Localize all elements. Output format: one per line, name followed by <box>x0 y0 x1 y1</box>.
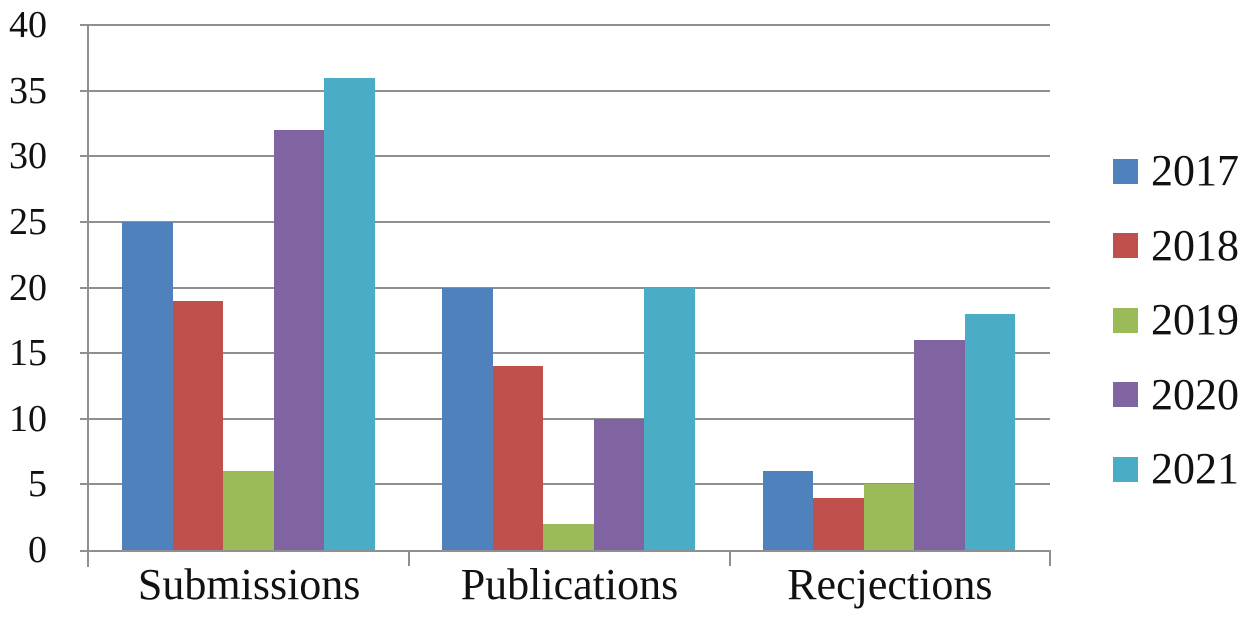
category-label-recjections: Recjections <box>787 560 993 609</box>
legend-label-2021: 2021 <box>1151 444 1239 493</box>
gridline-y-35 <box>80 89 1050 92</box>
bar-2021-submissions <box>324 77 375 550</box>
legend-label-2020: 2020 <box>1151 369 1239 419</box>
bar-2018-publications <box>492 366 544 550</box>
bar-2019-recjections <box>863 484 915 550</box>
category-label-publications: Publications <box>460 560 679 609</box>
y-tick-label-40: 40 <box>9 4 47 46</box>
y-tick-label-30: 30 <box>9 135 47 178</box>
bar-2020-recjections <box>914 340 965 550</box>
legend-item-2019: 2019 <box>1113 297 1239 343</box>
bar-2021-recjections <box>964 313 1016 550</box>
y-tick-label-35: 35 <box>9 69 47 112</box>
x-axis-category-labels: Submissions Publications Recjections <box>89 558 1050 618</box>
bar-2018-submissions <box>172 300 223 550</box>
bar-2017-recjections <box>762 471 814 550</box>
gridline-y-30 <box>80 155 1050 158</box>
y-tick-label-10: 10 <box>9 397 47 440</box>
bar-2019-submissions <box>223 471 274 550</box>
gridline-y-25 <box>80 220 1050 223</box>
legend-swatch-2020 <box>1113 382 1138 407</box>
bar-2018-recjections <box>813 497 864 550</box>
bar-2020-publications <box>593 418 645 550</box>
legend-label-2018: 2018 <box>1151 220 1239 270</box>
x-axis-tick <box>1049 550 1051 566</box>
gridline-y-15 <box>80 352 1050 355</box>
gridline-y-10 <box>80 417 1050 420</box>
legend-item-2017: 2017 <box>1113 148 1239 194</box>
legend-item-2020: 2020 <box>1113 369 1239 419</box>
bar-2017-submissions <box>122 221 173 550</box>
y-tick-label-0: 0 <box>28 529 47 571</box>
y-tick-label-5: 5 <box>28 463 47 506</box>
gridline-y-40 <box>80 24 1050 26</box>
y-tick-label-20: 20 <box>9 266 47 309</box>
x-axis-tick <box>408 550 411 566</box>
legend-swatch-2018 <box>1113 233 1138 258</box>
legend-item-2018: 2018 <box>1113 220 1239 270</box>
gridline-y-20 <box>80 286 1050 289</box>
bar-2020-submissions <box>273 130 324 550</box>
bar-2021-publications <box>644 287 695 550</box>
bar-2017-publications <box>442 287 493 550</box>
y-tick-label-15: 15 <box>9 332 47 375</box>
plot-area <box>80 24 1051 567</box>
x-axis-tick <box>728 550 731 566</box>
bar-2019-publications <box>543 523 594 550</box>
legend-item-2021: 2021 <box>1113 446 1239 492</box>
x-axis-line <box>80 550 1050 552</box>
gridline-y-5 <box>80 483 1050 486</box>
y-tick-label-25: 25 <box>9 200 47 243</box>
legend-label-2017: 2017 <box>1151 146 1239 195</box>
legend-swatch-2019 <box>1113 307 1138 333</box>
y-axis-line <box>87 25 89 567</box>
y-axis-tick-labels: 0 5 10 15 20 25 30 35 40 <box>0 0 50 632</box>
category-label-submissions: Submissions <box>137 560 361 609</box>
legend-swatch-2017 <box>1113 158 1138 184</box>
legend-swatch-2021 <box>1113 456 1138 482</box>
legend-label-2019: 2019 <box>1151 295 1239 344</box>
